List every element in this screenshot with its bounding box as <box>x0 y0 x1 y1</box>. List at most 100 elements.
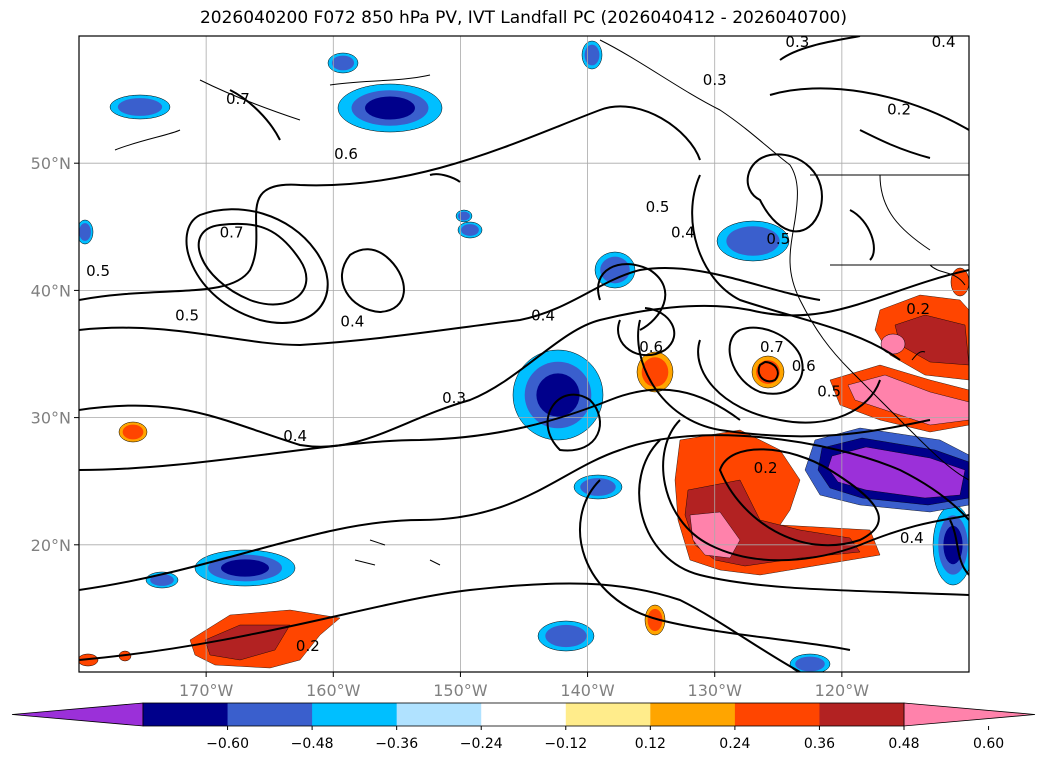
pv-contour-line <box>769 87 969 131</box>
contour-label: 0.2 <box>296 637 320 655</box>
pv-contour-line <box>728 326 804 395</box>
colorbar-tick-label: −0.12 <box>544 736 587 752</box>
positive-ivt-region <box>641 357 669 387</box>
contour-label: 0.4 <box>671 224 695 242</box>
lat-tick-label: 20°N <box>31 536 71 555</box>
pv-contour-line <box>637 319 931 438</box>
negative-ivt-region <box>331 55 355 71</box>
colorbar-segment <box>143 703 229 726</box>
colorbar-segment <box>650 703 736 726</box>
contour-label: 0.4 <box>340 313 364 331</box>
lat-tick-label: 50°N <box>31 154 71 173</box>
contour-label: 0.5 <box>817 383 841 401</box>
lon-tick-label: 170°W <box>179 681 234 700</box>
coastline-path <box>354 559 376 566</box>
lon-tick-label: 130°W <box>688 681 743 700</box>
negative-ivt-region <box>458 211 470 221</box>
axis-ticks: 170°W 160°W 150°W 140°W 130°W 120°W 20°N 30°N 40… <box>31 154 870 700</box>
pv-contour-line <box>779 36 861 61</box>
pv-contour-line <box>340 248 405 314</box>
lat-tick-label: 30°N <box>31 409 71 428</box>
contour-label: 0.7 <box>760 338 784 356</box>
pv-contour-line <box>691 174 901 361</box>
pv-contour-line <box>79 434 969 591</box>
colorbar-tick-label: 0.24 <box>719 736 750 752</box>
negative-ivt-region <box>117 98 163 116</box>
contour-label: 0.3 <box>785 33 809 51</box>
contour-label: 0.4 <box>531 306 555 324</box>
negative-ivt-region <box>584 44 600 66</box>
pv-contour-line <box>79 388 741 471</box>
contour-label: 0.2 <box>754 459 778 477</box>
colorbar-segment <box>312 703 398 726</box>
contour-label: 0.3 <box>442 389 466 407</box>
coastline-path <box>369 539 386 546</box>
colorbar-tick-label: 0.12 <box>635 736 666 752</box>
coastline-path <box>114 129 181 151</box>
pv-contour-line <box>579 479 851 651</box>
colorbar-segment <box>481 703 567 726</box>
contour-label: 0.5 <box>175 306 199 324</box>
pv-contour-line <box>229 89 281 141</box>
coastline-path <box>329 74 431 86</box>
contour-label: 0.2 <box>887 100 911 118</box>
coastline-path <box>911 351 926 361</box>
pv-contour-line <box>617 307 676 357</box>
pv-contour-line <box>597 263 667 331</box>
colorbar-tick-label: 0.36 <box>804 736 835 752</box>
colorbar-extend-max <box>903 702 1036 727</box>
pv-contour-line <box>638 439 969 596</box>
lon-tick-label: 150°W <box>433 681 488 700</box>
coastlines <box>114 39 969 566</box>
pv-contour-line <box>757 360 779 383</box>
coastline-path <box>429 559 441 566</box>
pv-contour-line <box>79 582 801 672</box>
contour-label: 0.6 <box>792 357 816 375</box>
contour-label: 0.6 <box>334 145 358 163</box>
contour-label: 0.3 <box>703 71 727 89</box>
pv-contour-line <box>79 105 701 301</box>
pv-contours <box>79 36 969 672</box>
colorbar-segment <box>565 703 651 726</box>
colorbar-segment <box>396 703 482 726</box>
negative-ivt-region <box>150 574 174 586</box>
coastline-path <box>879 174 931 251</box>
map-frame <box>78 35 970 673</box>
negative-ivt-region <box>545 624 587 648</box>
contour-label: 0.4 <box>900 529 924 547</box>
colorbar-tick-label: −0.48 <box>291 736 334 752</box>
lon-tick-label: 120°W <box>815 681 870 700</box>
positive-ivt-region <box>950 267 969 297</box>
coastline-path <box>599 39 969 481</box>
colorbar-segment <box>819 703 905 726</box>
contour-label: 0.7 <box>220 224 244 242</box>
pv-contour-line <box>859 129 931 159</box>
colorbar: −0.60 −0.48 −0.36 −0.24 −0.12 0.12 0.24 0.36 0.4… <box>11 702 1036 752</box>
colorbar-tick-label: −0.60 <box>206 736 249 752</box>
colorbar-segment <box>734 703 820 726</box>
pv-contour-line <box>79 269 969 448</box>
lat-tick-label: 40°N <box>31 281 71 300</box>
coastline-path <box>199 79 301 121</box>
colorbar-tick-label: 0.48 <box>888 736 919 752</box>
negative-ivt-region <box>795 656 825 672</box>
contour-label: 0.4 <box>283 427 307 445</box>
pv-contour-line <box>185 208 329 324</box>
colorbar-tick-label: −0.36 <box>375 736 418 752</box>
colorbar-tick-label: −0.24 <box>460 736 503 752</box>
positive-ivt-region <box>204 624 291 661</box>
colorbar-segment <box>227 703 313 726</box>
pv-contour-line <box>79 266 821 347</box>
negative-ivt-region <box>221 559 269 577</box>
plot-title: 2026040200 F072 850 hPa PV, IVT Landfall… <box>199 8 847 28</box>
pv-contour-line <box>746 153 823 233</box>
positive-ivt-region <box>122 424 144 440</box>
negative-ivt-region <box>726 226 780 256</box>
contour-label: 0.5 <box>646 198 670 216</box>
colorbar-tick-label: 0.60 <box>973 736 1004 752</box>
contour-labels: 0.70.60.70.50.5 0.4 0.40.30.40.50.40.6 0.70… <box>86 33 955 655</box>
positive-ivt-region <box>647 608 663 632</box>
colorbar-frame <box>142 702 905 727</box>
pv-contour-line <box>718 448 880 547</box>
contour-label: 0.5 <box>766 230 790 248</box>
